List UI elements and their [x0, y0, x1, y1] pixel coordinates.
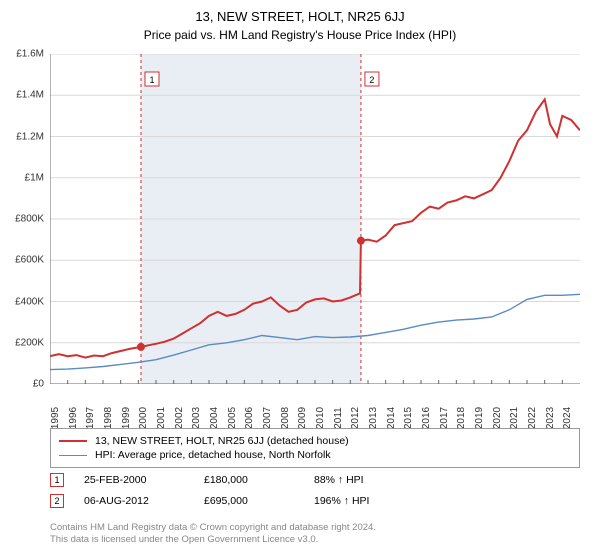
x-tick-label: 2021	[509, 407, 520, 429]
event-pct: 196% ↑ HPI	[314, 495, 414, 507]
chart-title: 13, NEW STREET, HOLT, NR25 6JJ	[0, 0, 600, 26]
event-price: £695,000	[204, 495, 294, 507]
x-tick-label: 2000	[138, 407, 149, 429]
event-row: 2 06-AUG-2012 £695,000 196% ↑ HPI	[50, 491, 580, 512]
svg-text:2: 2	[369, 75, 374, 85]
y-tick-label: £800K	[15, 214, 44, 225]
chart-subtitle: Price paid vs. HM Land Registry's House …	[0, 26, 600, 42]
y-tick-label: £0	[33, 379, 44, 390]
x-tick-label: 2009	[297, 407, 308, 429]
x-tick-label: 2004	[209, 407, 220, 429]
event-row: 1 25-FEB-2000 £180,000 88% ↑ HPI	[50, 470, 580, 491]
x-tick-label: 2012	[350, 407, 361, 429]
footer-attribution: Contains HM Land Registry data © Crown c…	[50, 522, 580, 547]
x-tick-label: 2014	[386, 407, 397, 429]
event-date: 25-FEB-2000	[84, 474, 184, 486]
x-tick-label: 1998	[103, 407, 114, 429]
legend-item: HPI: Average price, detached house, Nort…	[59, 448, 571, 462]
x-tick-label: 2019	[474, 407, 485, 429]
x-tick-label: 1995	[50, 407, 61, 429]
legend-label: 13, NEW STREET, HOLT, NR25 6JJ (detached…	[95, 435, 349, 447]
legend-swatch	[59, 455, 87, 456]
event-table: 1 25-FEB-2000 £180,000 88% ↑ HPI 2 06-AUG-201…	[50, 470, 580, 512]
y-tick-label: £1.2M	[16, 131, 44, 142]
svg-text:1: 1	[149, 75, 154, 85]
x-tick-label: 2015	[403, 407, 414, 429]
x-tick-label: 2008	[280, 407, 291, 429]
x-tick-label: 2017	[439, 407, 450, 429]
legend-label: HPI: Average price, detached house, Nort…	[95, 449, 331, 461]
event-price: £180,000	[204, 474, 294, 486]
footer-line2: This data is licensed under the Open Gov…	[50, 534, 580, 546]
y-tick-label: £400K	[15, 296, 44, 307]
x-axis-labels: 1995199619971998199920002001200220032004…	[50, 386, 580, 422]
x-tick-label: 1997	[85, 407, 96, 429]
x-tick-label: 2002	[174, 407, 185, 429]
y-tick-label: £1M	[25, 172, 44, 183]
x-tick-label: 1996	[68, 407, 79, 429]
footer-line1: Contains HM Land Registry data © Crown c…	[50, 522, 580, 534]
chart-container: 13, NEW STREET, HOLT, NR25 6JJ Price pai…	[0, 0, 600, 560]
y-tick-label: £200K	[15, 337, 44, 348]
event-date: 06-AUG-2012	[84, 495, 184, 507]
event-pct: 88% ↑ HPI	[314, 474, 414, 486]
x-tick-label: 2013	[368, 407, 379, 429]
x-tick-label: 2006	[244, 407, 255, 429]
y-tick-label: £1.4M	[16, 90, 44, 101]
x-tick-label: 1999	[121, 407, 132, 429]
x-tick-label: 2011	[333, 407, 344, 429]
x-tick-label: 2018	[456, 407, 467, 429]
legend-item: 13, NEW STREET, HOLT, NR25 6JJ (detached…	[59, 434, 571, 448]
x-tick-label: 2003	[191, 407, 202, 429]
x-tick-label: 2024	[562, 407, 573, 429]
x-tick-label: 2023	[545, 407, 556, 429]
y-axis-labels: £0£200K£400K£600K£800K£1M£1.2M£1.4M£1.6M	[0, 54, 48, 384]
legend: 13, NEW STREET, HOLT, NR25 6JJ (detached…	[50, 428, 580, 468]
x-tick-label: 2010	[315, 407, 326, 429]
x-tick-label: 2007	[262, 407, 273, 429]
x-tick-label: 2016	[421, 407, 432, 429]
plot-svg: 12	[50, 54, 580, 384]
x-tick-label: 2001	[156, 407, 167, 429]
y-tick-label: £1.6M	[16, 49, 44, 60]
plot-area: 12	[50, 54, 580, 384]
x-tick-label: 2020	[492, 407, 503, 429]
event-marker: 1	[50, 473, 64, 487]
x-tick-label: 2022	[527, 407, 538, 429]
y-tick-label: £600K	[15, 255, 44, 266]
legend-swatch	[59, 440, 87, 442]
event-marker: 2	[50, 494, 64, 508]
x-tick-label: 2005	[227, 407, 238, 429]
